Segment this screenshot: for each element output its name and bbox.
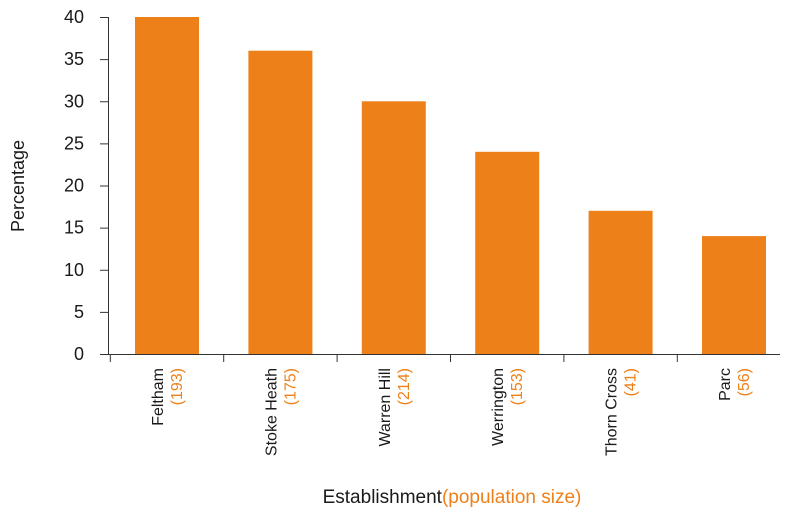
x-category-label: Warren Hill (377, 368, 394, 447)
y-tick-label: 10 (64, 260, 84, 280)
x-population-label: (153) (509, 368, 526, 405)
y-tick-label: 20 (64, 176, 84, 196)
x-population-label: (41) (623, 368, 640, 396)
bars-group (135, 17, 766, 355)
y-tick-label: 15 (64, 218, 84, 238)
bar-thorn-cross (588, 210, 653, 354)
axes-group (108, 17, 780, 362)
y-tick-label: 0 (74, 344, 84, 364)
bar-parc (702, 236, 766, 354)
y-tick-label: 5 (74, 302, 84, 322)
x-population-label: (214) (396, 368, 413, 405)
y-tick-label: 35 (64, 49, 84, 69)
y-axis-label: Percentage (8, 140, 28, 232)
x-population-label: (175) (282, 368, 299, 405)
x-category-label: Parc (717, 368, 734, 401)
x-population-label: (193) (169, 368, 186, 405)
bar-werrington (475, 151, 540, 354)
y-tick-label: 30 (64, 91, 84, 111)
bar-warren-hill (361, 101, 426, 355)
y-tick-label: 40 (64, 7, 84, 27)
bar-feltham (135, 17, 199, 354)
x-labels-group: Feltham (193) Stoke Heath (175) Warren Hill(… (150, 368, 753, 456)
x-category-label: Thorn Cross (604, 368, 621, 456)
x-category-label: Stoke Heath (263, 368, 280, 456)
x-axis-label: Establishment(population size) (323, 487, 582, 508)
x-category-label: Werrington (490, 368, 507, 446)
bar-stoke-heath (248, 50, 313, 354)
x-axis-label-main: Establishment (323, 487, 443, 508)
y-ticks-group: 0 5 10 15 20 25 30 35 40 (64, 7, 108, 364)
x-axis-label-note: (population size) (442, 487, 581, 508)
x-category-label: Feltham (150, 368, 167, 426)
y-tick-label: 25 (64, 133, 84, 153)
x-population-label: (56) (736, 368, 753, 396)
